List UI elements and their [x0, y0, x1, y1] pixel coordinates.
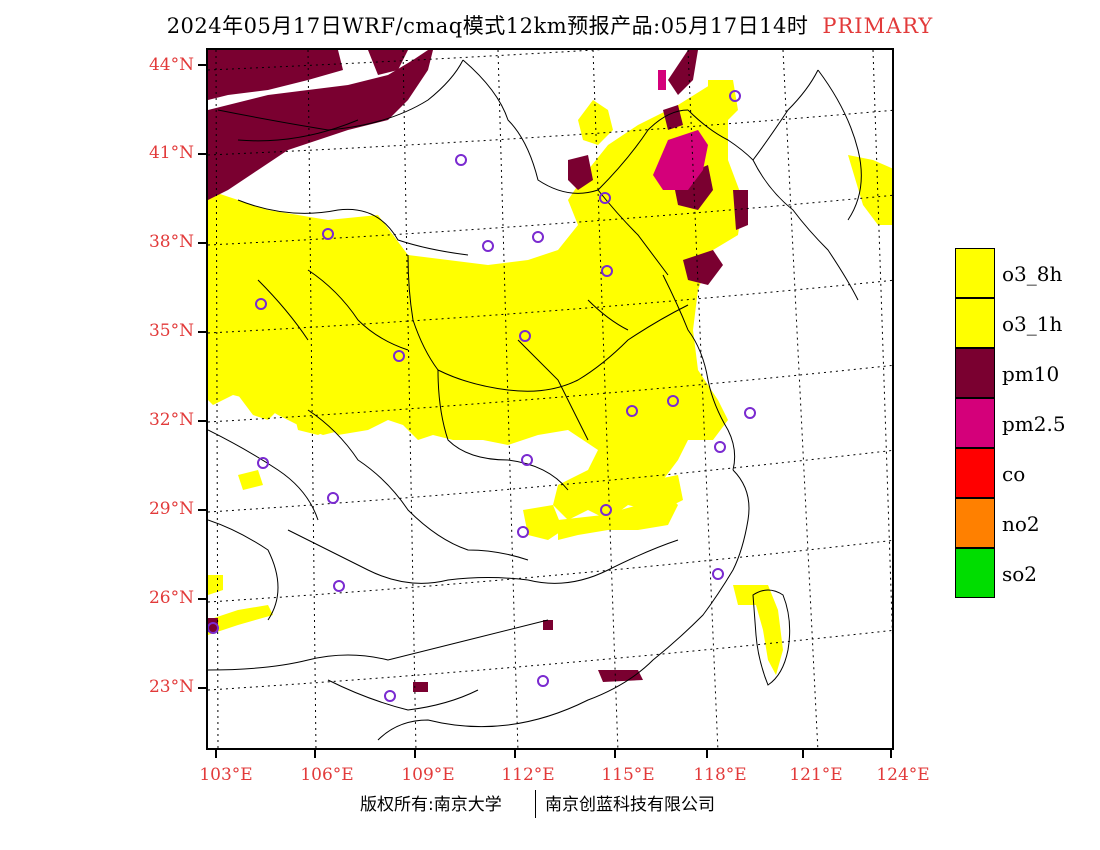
lon-label-112e: 112°E [501, 765, 555, 785]
legend-label: pm2.5 [1002, 412, 1066, 436]
legend-label: o3_8h [1002, 262, 1063, 286]
lon-label-115e: 115°E [601, 765, 655, 785]
primary-tag: PRIMARY [822, 14, 934, 38]
legend-item-so2: so2 [955, 548, 1095, 598]
lat-tick [198, 153, 206, 155]
legend-item-co: co [955, 448, 1095, 498]
lon-tick [414, 750, 416, 758]
legend-item-o3-8h: o3_8h [955, 248, 1095, 298]
lat-label-38n: 38°N [148, 232, 194, 252]
lon-tick [514, 750, 516, 758]
legend-swatch [955, 448, 995, 498]
title-text: 2024年05月17日WRF/cmaq模式12km预报产品:05月17日14时 [166, 14, 809, 38]
station-markers [208, 90, 756, 702]
legend-swatch [955, 498, 995, 548]
o3-coverage [208, 80, 892, 675]
lon-label-124e: 124°E [876, 765, 930, 785]
lat-tick [198, 687, 206, 689]
boundaries [208, 59, 862, 741]
lat-tick [198, 331, 206, 333]
legend-item-pm25: pm2.5 [955, 398, 1095, 448]
lat-tick [198, 420, 206, 422]
legend-label: o3_1h [1002, 312, 1063, 336]
lon-label-109e: 109°E [401, 765, 455, 785]
legend-swatch [955, 348, 995, 398]
lat-tick [198, 598, 206, 600]
lon-tick [706, 750, 708, 758]
map-title: 2024年05月17日WRF/cmaq模式12km预报产品:05月17日14时 P… [0, 10, 1100, 42]
lon-label-118e: 118°E [693, 765, 747, 785]
legend-item-no2: no2 [955, 498, 1095, 548]
legend-item-pm10: pm10 [955, 348, 1095, 398]
legend-swatch [955, 248, 995, 298]
lat-tick [198, 509, 206, 511]
legend-item-o3-1h: o3_1h [955, 298, 1095, 348]
legend: o3_8h o3_1h pm10 pm2.5 co no2 so2 [955, 248, 1095, 598]
lon-label-106e: 106°E [300, 765, 354, 785]
lon-tick [802, 750, 804, 758]
lat-label-29n: 29°N [148, 499, 194, 519]
lon-label-121e: 121°E [789, 765, 843, 785]
map-panel [206, 48, 894, 750]
lat-label-35n: 35°N [148, 321, 194, 341]
lat-label-32n: 32°N [148, 410, 194, 430]
pollutant-map [208, 50, 892, 748]
lat-label-44n: 44°N [148, 55, 194, 75]
lon-label-103e: 103°E [199, 765, 253, 785]
legend-swatch [955, 548, 995, 598]
lat-tick [198, 242, 206, 244]
lat-label-41n: 41°N [148, 143, 194, 163]
legend-label: pm10 [1002, 362, 1060, 386]
lon-tick [614, 750, 616, 758]
legend-label: no2 [1002, 512, 1040, 536]
footer-company: 南京创蓝科技有限公司 [545, 795, 715, 815]
legend-label: so2 [1002, 562, 1038, 586]
footer-separator [535, 790, 536, 818]
lon-tick [314, 750, 316, 758]
legend-swatch [955, 298, 995, 348]
footer-copyright: 版权所有:南京大学 [360, 795, 502, 815]
pm25-coverage [653, 70, 708, 190]
lon-tick [890, 750, 892, 758]
legend-label: co [1002, 462, 1026, 486]
lat-label-23n: 23°N [148, 677, 194, 697]
lat-tick [198, 64, 206, 66]
graticule [208, 50, 892, 748]
legend-swatch [955, 398, 995, 448]
lon-tick [215, 750, 217, 758]
lat-label-26n: 26°N [148, 588, 194, 608]
